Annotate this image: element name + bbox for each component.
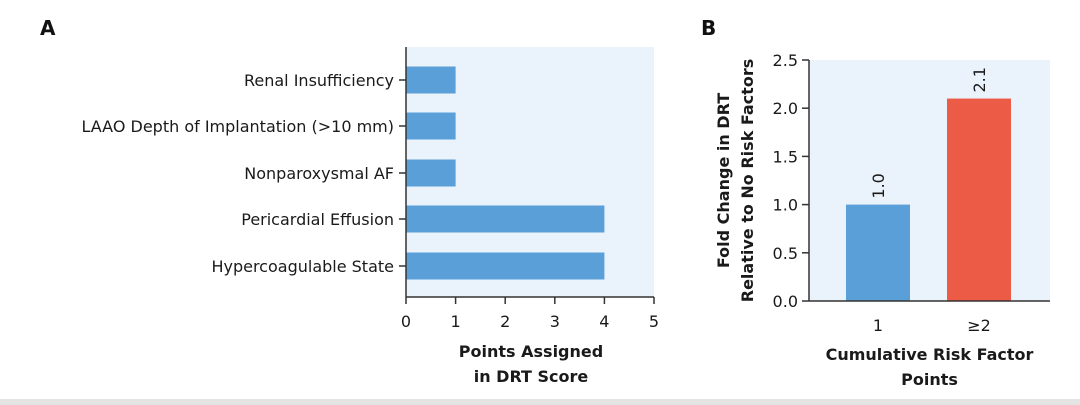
- y-tick-label-b-4: 2.0: [773, 99, 798, 118]
- x-tick-label-b-0: 1: [873, 316, 883, 335]
- x-tick-label-b-1: ≥2: [967, 316, 991, 335]
- value-label-b-0: 1.0: [869, 173, 888, 198]
- x-axis-title-a-line-0: Points Assigned: [459, 342, 603, 361]
- x-axis-title-b-line-0: Cumulative Risk Factor: [826, 345, 1034, 364]
- category-label-a-0: Renal Insufficiency: [244, 71, 394, 90]
- x-tick-label-a-4: 4: [599, 312, 609, 331]
- y-axis-title-b-line-0: Fold Change in DRT: [714, 93, 733, 268]
- bar-b-1: [947, 98, 1011, 301]
- x-axis-title-a-line-1: in DRT Score: [474, 367, 589, 386]
- x-tick-label-a-2: 2: [500, 312, 510, 331]
- category-label-a-1: LAAO Depth of Implantation (>10 mm): [81, 117, 394, 136]
- value-label-b-1: 2.1: [970, 67, 989, 92]
- bar-a-3: [406, 205, 605, 233]
- category-label-a-3: Pericardial Effusion: [241, 210, 394, 229]
- x-tick-label-a-1: 1: [451, 312, 461, 331]
- panel-a-label: A: [40, 16, 56, 40]
- bar-b-0: [846, 204, 910, 301]
- category-label-a-4: Hypercoagulable State: [211, 257, 394, 276]
- bottom-rule: [0, 399, 1080, 405]
- x-tick-label-a-3: 3: [550, 312, 560, 331]
- x-tick-label-a-0: 0: [401, 312, 411, 331]
- y-tick-label-b-5: 2.5: [773, 51, 798, 70]
- bar-a-0: [406, 66, 456, 94]
- y-tick-label-b-2: 1.0: [773, 196, 798, 215]
- y-tick-label-b-0: 0.0: [773, 292, 798, 311]
- x-tick-label-a-5: 5: [649, 312, 659, 331]
- x-axis-title-b-line-1: Points: [901, 370, 958, 389]
- category-label-a-2: Nonparoxysmal AF: [244, 164, 394, 183]
- panel-b-label: B: [701, 16, 717, 40]
- bar-a-4: [406, 252, 605, 280]
- y-tick-label-b-1: 0.5: [773, 244, 798, 263]
- y-axis-title-b-line-1: Relative to No Risk Factors: [738, 59, 757, 302]
- y-tick-label-b-3: 1.5: [773, 147, 798, 166]
- bar-a-2: [406, 159, 456, 187]
- plot-area-b: [809, 60, 1050, 301]
- bar-a-1: [406, 112, 456, 140]
